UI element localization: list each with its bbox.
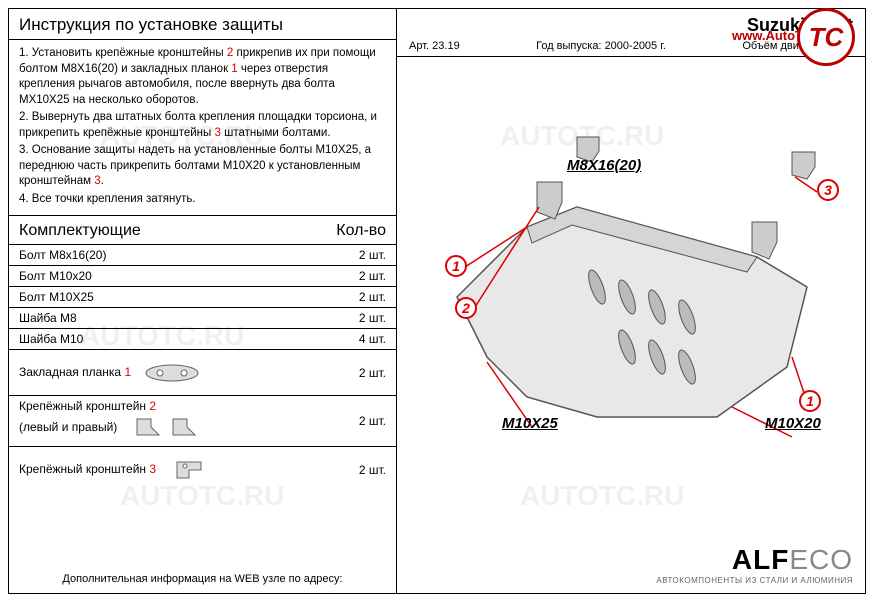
bolt-label-m10x25: M10X25: [502, 415, 558, 432]
parts-title: Комплектующие: [19, 222, 141, 240]
bracket-lr-icon: [129, 413, 209, 443]
bracket-3-icon: [167, 454, 217, 486]
tc-logo: TC: [797, 8, 867, 66]
table-row: Шайба М104 шт.: [9, 329, 396, 350]
brand-name: ALFECO: [656, 544, 853, 576]
bolt-label-m10x20: M10X20: [765, 415, 821, 432]
plate-icon: [142, 363, 202, 383]
callout-2: 2: [455, 297, 477, 319]
table-row: Закладная планка 1 2 шт.: [9, 350, 396, 396]
footer-note: Дополнительная информация на WEB узле по…: [9, 569, 396, 593]
table-row: Крепёжный кронштейн 3 2 шт.: [9, 447, 396, 493]
brand-subtitle: АВТОКОМПОНЕНТЫ ИЗ СТАЛИ И АЛЮМИНИЯ: [656, 576, 853, 585]
sheet-frame: Инструкция по установке защиты 1. Устано…: [8, 8, 866, 594]
qty-title: Кол-во: [336, 222, 386, 240]
right-column: Suzuki Swift Арт. 23.19 Год выпуска: 200…: [397, 9, 865, 593]
instructions-title: Инструкция по установке защиты: [9, 9, 396, 40]
step-2: 2. Вывернуть два штатных болта крепления…: [19, 110, 386, 141]
table-row: Болт М8х16(20)2 шт.: [9, 245, 396, 266]
bolt-label-m8: M8X16(20): [567, 157, 641, 174]
alfeco-logo: ALFECO АВТОКОМПОНЕНТЫ ИЗ СТАЛИ И АЛЮМИНИ…: [656, 544, 853, 585]
table-row: Крепёжный кронштейн 2 (левый и правый) 2…: [9, 396, 396, 447]
diagram-area: M8X16(20) M10X25 M10X20 1 2 3 1: [397, 57, 865, 497]
table-row: Болт М10Х252 шт.: [9, 287, 396, 308]
callout-1b: 1: [799, 390, 821, 412]
parts-table: Болт М8х16(20)2 шт. Болт М10х202 шт. Бол…: [9, 245, 396, 493]
step-1: 1. Установить крепёжные кронштейны 2 при…: [19, 46, 386, 108]
left-column: Инструкция по установке защиты 1. Устано…: [9, 9, 397, 593]
instructions-body: 1. Установить крепёжные кронштейны 2 при…: [9, 40, 396, 216]
tc-logo-text: TC: [797, 8, 855, 66]
table-row: Шайба М82 шт.: [9, 308, 396, 329]
parts-header: Комплектующие Кол-во: [9, 216, 396, 245]
step-4: 4. Все точки крепления затянуть.: [19, 192, 386, 208]
step-3: 3. Основание защиты надеть на установлен…: [19, 143, 386, 190]
table-row: Болт М10х202 шт.: [9, 266, 396, 287]
callout-1: 1: [445, 255, 467, 277]
callout-3: 3: [817, 179, 839, 201]
